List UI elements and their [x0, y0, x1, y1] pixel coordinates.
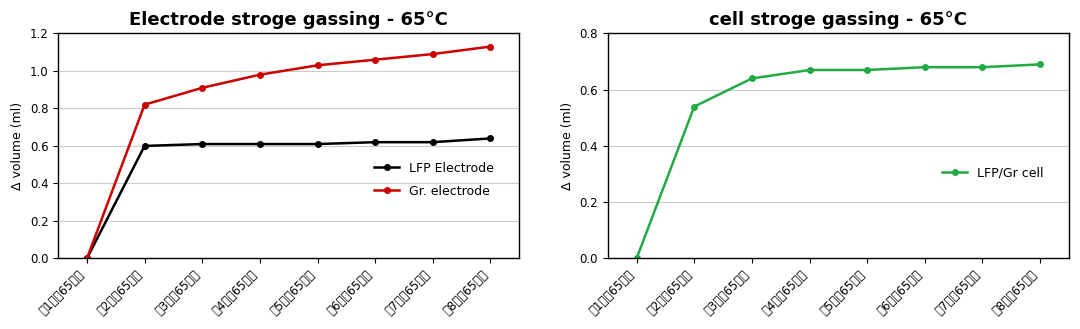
Gr. electrode	[195, 86, 208, 90]
Gr. electrode	[254, 73, 267, 77]
LFP Electrode	[484, 137, 497, 140]
Line: LFP/Gr cell: LFP/Gr cell	[634, 62, 1043, 261]
Gr. electrode	[138, 103, 151, 107]
LFP Electrode	[368, 140, 381, 144]
LFP Electrode	[195, 142, 208, 146]
Title: Electrode stroge gassing - 65°C: Electrode stroge gassing - 65°C	[130, 11, 448, 29]
LFP Electrode	[427, 140, 440, 144]
LFP Electrode	[81, 256, 94, 260]
LFP/Gr cell	[1034, 63, 1047, 66]
LFP/Gr cell	[630, 256, 643, 260]
Line: LFP Electrode: LFP Electrode	[84, 136, 494, 261]
LFP/Gr cell	[688, 105, 701, 109]
Gr. electrode	[311, 63, 324, 67]
LFP/Gr cell	[804, 68, 816, 72]
Gr. electrode	[484, 45, 497, 49]
Y-axis label: Δ volume (ml): Δ volume (ml)	[561, 102, 573, 190]
Legend: LFP/Gr cell: LFP/Gr cell	[937, 162, 1049, 185]
Legend: LFP Electrode, Gr. electrode: LFP Electrode, Gr. electrode	[369, 157, 499, 203]
LFP/Gr cell	[745, 76, 758, 80]
Line: Gr. electrode: Gr. electrode	[84, 44, 494, 261]
Y-axis label: Δ volume (ml): Δ volume (ml)	[11, 102, 24, 190]
LFP/Gr cell	[976, 65, 989, 69]
LFP Electrode	[311, 142, 324, 146]
LFP/Gr cell	[861, 68, 874, 72]
LFP Electrode	[254, 142, 267, 146]
LFP Electrode	[138, 144, 151, 148]
Gr. electrode	[368, 58, 381, 62]
LFP/Gr cell	[918, 65, 931, 69]
Gr. electrode	[427, 52, 440, 56]
Title: cell stroge gassing - 65°C: cell stroge gassing - 65°C	[710, 11, 968, 29]
Gr. electrode	[81, 256, 94, 260]
